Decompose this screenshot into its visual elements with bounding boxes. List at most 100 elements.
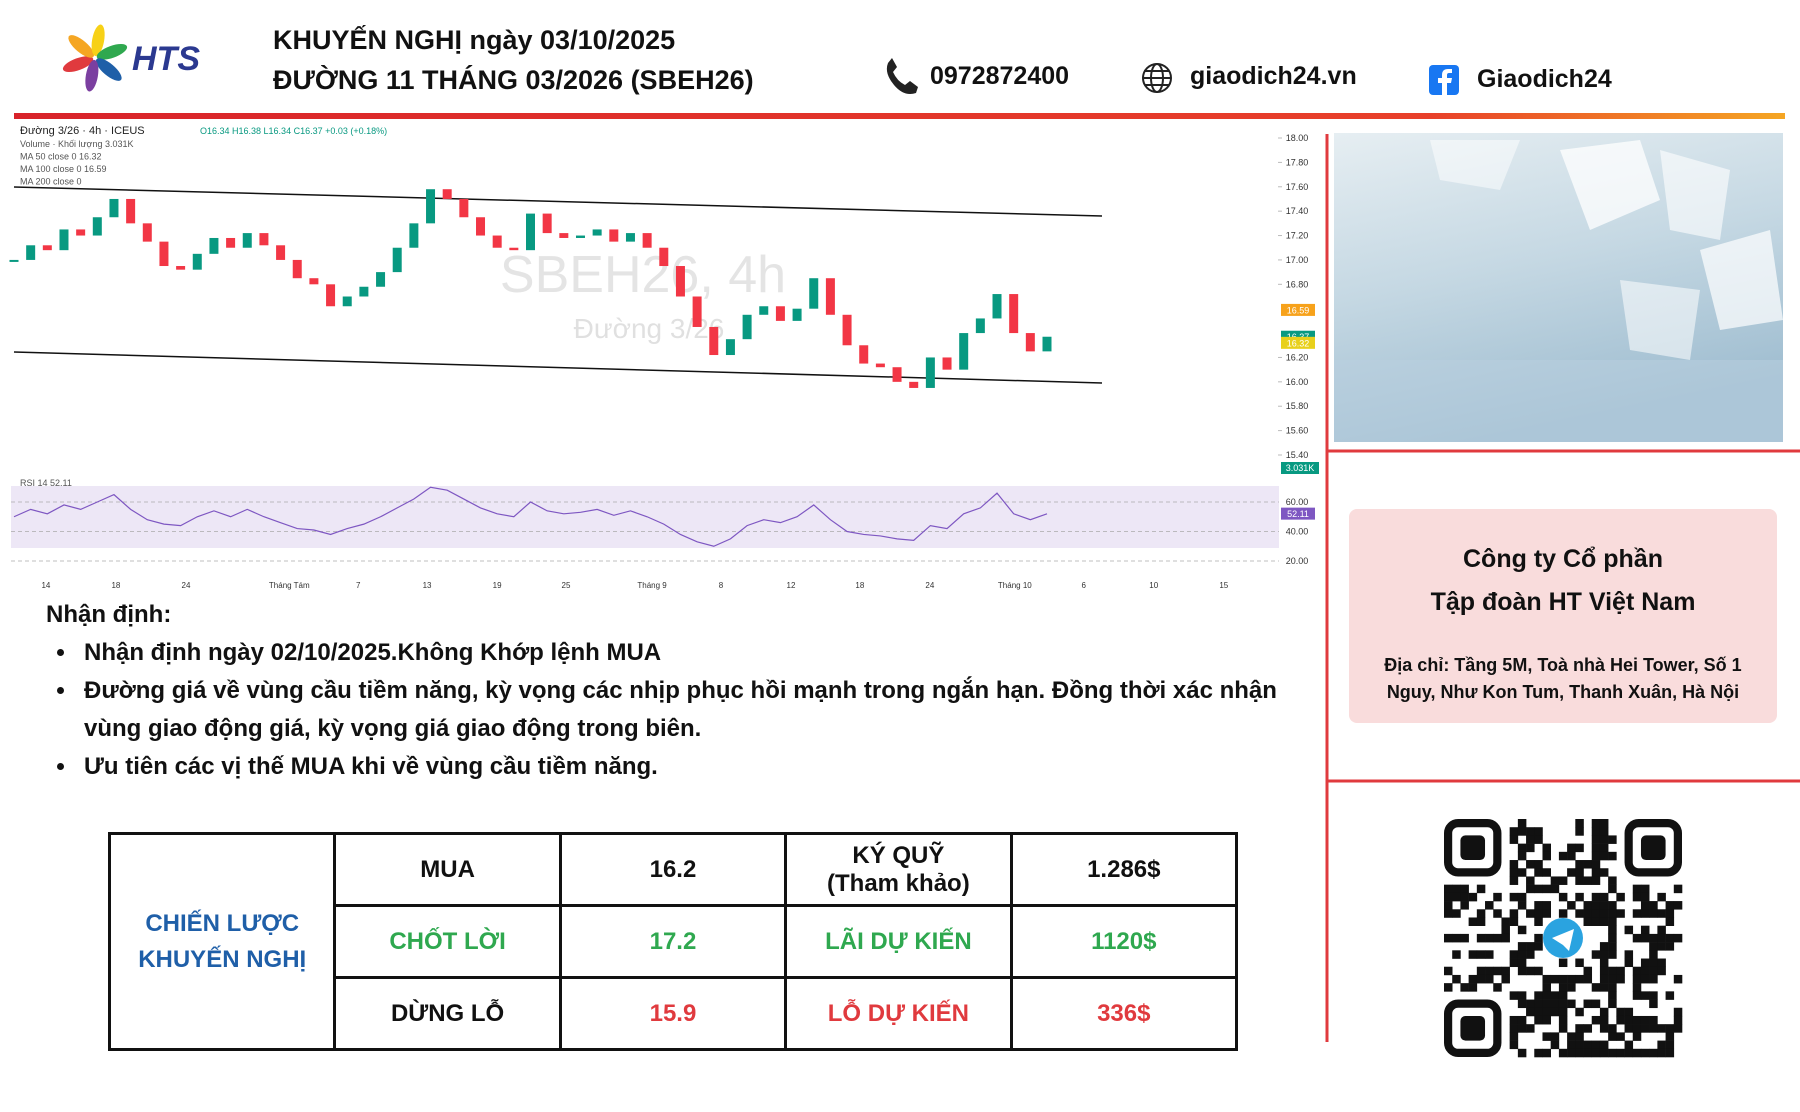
qr-module [1517,1048,1527,1058]
qr-module [1599,958,1609,968]
qr-module [1608,925,1617,935]
qr-module [1501,966,1510,976]
table-row: DỪNG LỖ 15.9 LỖ DỰ KIẾN 336$ [110,976,1239,1051]
facebook: Giaodich24 [1477,65,1612,93]
qr-module [1517,925,1527,935]
qr-module [1567,999,1576,1009]
qr-module [1665,1024,1675,1033]
candle [526,213,535,251]
chart-legend: Volume · Khối lượng 3.031K [20,139,134,149]
qr-module [1657,958,1666,968]
qr-module [1468,983,1478,992]
qr-module [1608,835,1617,844]
qr-module [1558,991,1568,1000]
qr-module [1665,942,1675,951]
qr-module [1591,917,1601,926]
qr-finder [1460,1015,1486,1041]
candle [509,247,519,251]
qr-module [1534,884,1543,894]
qr-module [1444,909,1453,918]
qr-module [1476,933,1486,943]
qr-module [1632,966,1642,976]
qr-module [1608,950,1617,959]
cell: 1.286$ [1009,832,1239,907]
qr-module [1640,958,1650,968]
qr-module [1583,860,1593,869]
candle [675,266,685,297]
qr-module [1616,1032,1625,1041]
qr-module [1624,925,1634,935]
qr-finder [1624,819,1682,877]
qr-module [1624,1040,1634,1050]
qr-module [1632,1024,1642,1033]
qr-module [1673,1007,1683,1017]
qr-module [1542,1048,1551,1058]
qr-module [1485,974,1494,984]
qr-module [1640,933,1650,943]
qr-module [1558,1015,1568,1025]
qr-module [1452,974,1461,984]
sugar-image [1334,133,1783,442]
qr-module [1558,1048,1568,1058]
x-tick-label: Tháng 10 [998,581,1032,590]
x-tick-label: 14 [41,581,50,590]
qr-module [1657,933,1666,943]
qr-module [1509,1015,1519,1025]
qr-module [1567,983,1576,992]
qr-module [1599,868,1609,877]
candle [9,259,19,262]
qr-module [1534,909,1543,918]
table-row: CHỐT LỜI 17.2 LÃI DỰ KIẾN 1120$ [110,904,1239,979]
qr-module [1444,983,1453,992]
candle [759,306,769,315]
x-tick-label: 10 [1149,581,1158,590]
qr-module [1632,909,1642,918]
qr-module [1665,1032,1675,1041]
qr-module [1534,933,1543,943]
x-tick-label: 18 [855,581,864,590]
qr-module [1583,909,1593,918]
qr-module [1616,1048,1625,1058]
qr-module [1632,991,1642,1000]
qr-module [1649,999,1658,1009]
chart-legend: MA 200 close 0 [20,177,82,187]
price-tag-label: 16.59 [1287,305,1310,315]
qr-module [1640,991,1650,1000]
qr-module [1665,1040,1675,1050]
cell: CHỐT LỜI [333,904,562,979]
company-name: Tập đoàn HT Việt Nam [1430,588,1696,616]
candle [476,217,486,236]
qr-module [1444,901,1453,910]
qr-module [1460,983,1469,992]
qr-module [1608,966,1617,976]
qr-module [1542,843,1551,853]
candle [742,314,752,340]
candle [1025,333,1035,352]
qr-module [1608,991,1617,1000]
qr-module [1575,909,1584,918]
qr-module [1534,991,1543,1000]
qr-module [1517,827,1527,836]
x-tick-label: Tháng Tám [269,581,310,590]
qr-module [1501,917,1510,926]
qr-module [1509,909,1519,918]
qr-module [1517,991,1527,1000]
qr-module [1583,917,1593,926]
candle [59,229,69,251]
strategy-cell: CHIẾN LƯỢC KHUYẾN NGHỊ [107,832,337,1051]
qr-module [1657,966,1666,976]
qr-module [1599,974,1609,984]
qr-module [1591,983,1601,992]
cell: 336$ [1009,976,1239,1051]
facebook-icon [1429,65,1459,95]
qr-module [1567,1048,1576,1058]
x-tick-label: 19 [493,581,502,590]
candle [975,318,985,334]
qr-module [1640,974,1650,984]
qr-module [1526,835,1535,844]
qr-module [1558,1007,1568,1017]
qr-module [1534,868,1543,877]
qr-finder [1640,835,1666,861]
qr-module [1575,958,1584,968]
candle [76,229,86,236]
